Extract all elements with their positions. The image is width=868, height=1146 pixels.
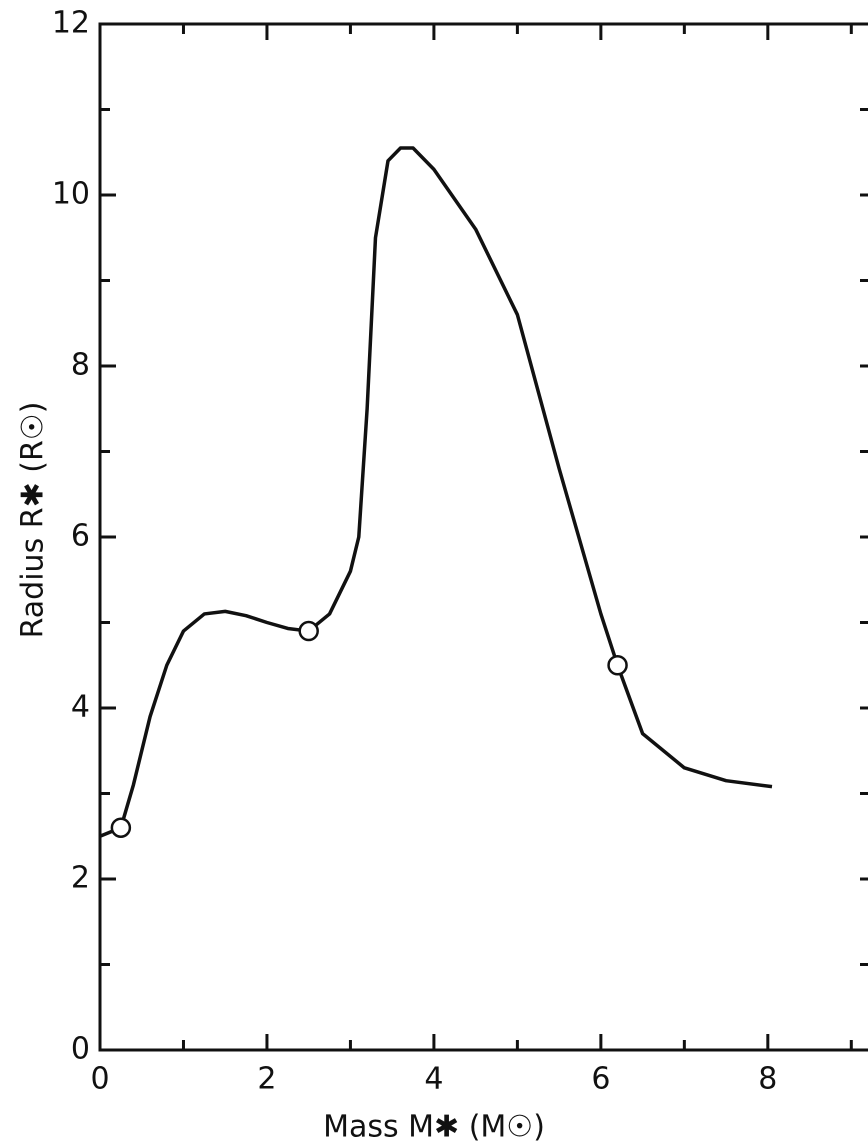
y-tick-label: 4 xyxy=(71,690,90,725)
marker xyxy=(298,620,319,642)
y-axis-label: Radius R✱ (R☉) xyxy=(16,402,51,639)
x-tick-label: 8 xyxy=(758,1062,777,1097)
plot-frame xyxy=(98,22,868,1052)
y-tick-label: 8 xyxy=(71,348,90,383)
curve xyxy=(99,146,773,838)
marker xyxy=(607,655,628,676)
y-tick-label: 6 xyxy=(71,519,90,554)
y-tick-label: 10 xyxy=(52,177,90,212)
x-tick-label: 6 xyxy=(591,1062,610,1097)
x-tick-label: 0 xyxy=(90,1062,109,1097)
y-tick-label: 0 xyxy=(71,1032,90,1067)
y-tick-label: 2 xyxy=(71,861,90,896)
marker xyxy=(110,817,132,838)
y-tick-label: 12 xyxy=(52,6,90,41)
x-tick-label: 4 xyxy=(424,1062,443,1097)
x-axis-label: Mass M✱ (M☉) xyxy=(323,1110,545,1145)
x-tick-label: 2 xyxy=(257,1062,276,1097)
